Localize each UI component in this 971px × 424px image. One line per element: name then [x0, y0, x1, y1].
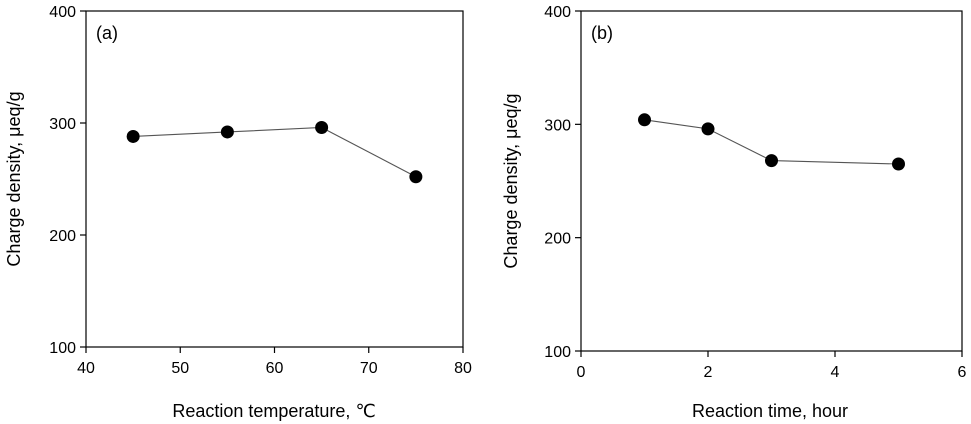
y-tick-label: 200: [544, 231, 571, 248]
x-tick-label: 60: [266, 360, 284, 377]
x-tick-label: 0: [577, 364, 586, 381]
data-point-a-0: [126, 129, 140, 143]
data-point-b-0: [638, 113, 651, 127]
y-tick-label: 300: [49, 116, 76, 133]
x-tick-label: 70: [360, 360, 378, 377]
x-axis-title-b: Reaction time, hour: [692, 401, 848, 421]
data-point-a-3: [409, 170, 423, 184]
y-tick-label: 300: [544, 117, 571, 134]
x-tick-label: 6: [958, 364, 967, 381]
panel-a: 100 200 300 400 40 50 60 70 80 (a) Reaction temper…: [4, 4, 472, 421]
x-axis-title-a: Reaction temperature, ℃: [172, 401, 375, 421]
plot-frame-a: [85, 10, 464, 348]
x-tick-label: 40: [77, 360, 95, 377]
y-tick-label: 400: [49, 4, 76, 21]
panel-label-b: (b): [591, 23, 613, 43]
series-line-b-0: [644, 119, 899, 165]
y-tick-label: 200: [49, 228, 76, 245]
data-point-a-2: [315, 120, 329, 134]
data-point-b-1: [701, 122, 715, 136]
series-line-a-0: [133, 126, 417, 178]
data-point-b-3: [892, 157, 905, 171]
data-point-a-1: [220, 125, 234, 139]
panel-label-a: (a): [96, 23, 118, 43]
x-tick-label: 2: [704, 364, 713, 381]
y-axis-title-b: Charge density, μeq/g: [501, 93, 521, 268]
x-tick-label: 4: [831, 364, 840, 381]
data-point-b-2: [765, 154, 778, 168]
panel-b: 100 200 300 400 0 2 4 6 (b) Reaction time, hour Ch…: [501, 4, 967, 421]
y-tick-label: 100: [49, 340, 76, 357]
y-tick-label: 100: [544, 344, 571, 361]
y-axis-title-a: Charge density, μeq/g: [4, 91, 24, 266]
x-tick-label: 50: [171, 360, 189, 377]
y-tick-label: 400: [544, 4, 571, 21]
plot-frame-b: [580, 10, 963, 352]
x-tick-label: 80: [454, 360, 472, 377]
